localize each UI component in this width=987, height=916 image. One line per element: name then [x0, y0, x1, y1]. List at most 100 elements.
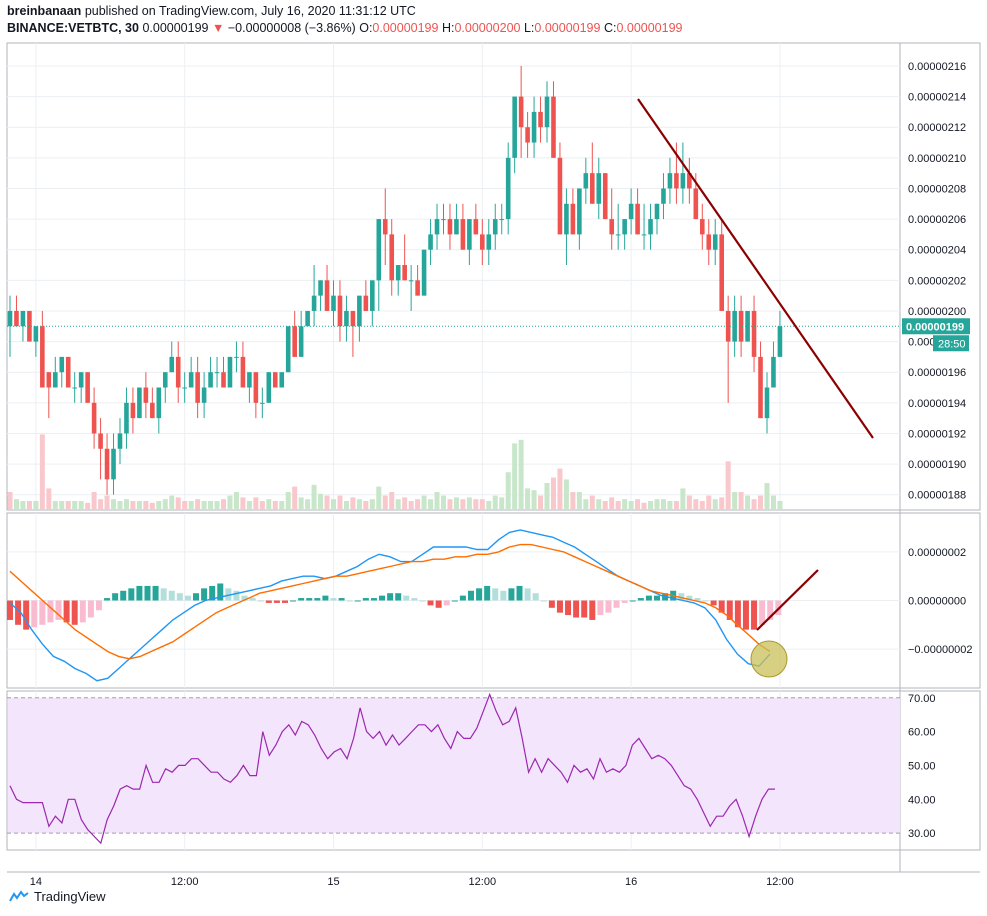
- candle-body: [52, 372, 58, 388]
- volume-bar: [602, 501, 608, 510]
- candle-body: [564, 203, 569, 235]
- price-tick-label: 0.00000208: [908, 183, 966, 195]
- candle-body: [764, 387, 770, 419]
- volume-bar: [628, 501, 634, 510]
- volume-bar: [292, 486, 298, 510]
- candle-body: [305, 310, 310, 327]
- time-tick-label: 12:00: [171, 876, 199, 888]
- candle-body: [505, 157, 511, 220]
- candle-body: [674, 173, 679, 189]
- candle-body: [91, 402, 97, 434]
- candle-body: [337, 295, 343, 327]
- macd-histogram-bar: [314, 598, 321, 601]
- macd-histogram-bar: [565, 600, 572, 616]
- macd-histogram-bar: [168, 590, 175, 601]
- candle-body: [40, 326, 45, 388]
- volume-bar: [525, 488, 531, 510]
- volume-bar: [512, 443, 518, 510]
- candle-body: [65, 356, 71, 388]
- candle-body: [738, 310, 744, 342]
- macd-histogram-bar: [726, 600, 733, 620]
- price-tick-label: 0.00000210: [908, 153, 966, 165]
- macd-histogram-bar: [710, 600, 717, 606]
- macd-histogram-bar: [645, 595, 652, 601]
- legend-line: BINANCE:VETBTC, 30 0.00000199 ▼ −0.00000…: [7, 21, 683, 35]
- candle-body: [699, 219, 705, 235]
- macd-histogram-bar: [476, 588, 483, 601]
- candle-body: [357, 295, 362, 327]
- macd-histogram-bar: [742, 600, 749, 630]
- macd-histogram-bar: [734, 600, 741, 628]
- volume-bar: [136, 501, 142, 510]
- author-name[interactable]: breinbanaan: [7, 4, 82, 18]
- macd-histogram-bar: [581, 600, 588, 618]
- candle-body: [492, 219, 498, 235]
- macd-histogram-bar: [104, 598, 111, 601]
- volume-bar: [563, 479, 569, 510]
- candle-body: [732, 310, 737, 342]
- candle-body: [460, 219, 466, 250]
- volume-bar: [777, 501, 783, 510]
- macd-histogram-bar: [694, 598, 701, 601]
- macd-histogram-bar: [508, 588, 515, 601]
- candle-body: [182, 387, 187, 389]
- footer-brand[interactable]: TradingView: [8, 889, 106, 904]
- volume-bar: [725, 461, 731, 510]
- macd-histogram-bar: [298, 598, 305, 601]
- macd-histogram-bar: [540, 600, 547, 602]
- macd-histogram-bar: [87, 600, 94, 618]
- candle-body: [382, 219, 388, 235]
- macd-histogram-bar: [419, 600, 426, 602]
- candle-body: [473, 219, 479, 235]
- candle-body: [551, 96, 556, 158]
- volume-bar: [531, 490, 537, 510]
- volume-bar: [369, 499, 375, 510]
- candle-body: [143, 387, 149, 403]
- candle-body: [214, 372, 220, 374]
- volume-bar: [285, 492, 291, 510]
- volume-bar: [311, 484, 317, 510]
- macd-histogram-bar: [176, 593, 183, 601]
- macd-histogram-bar: [411, 598, 418, 601]
- macd-histogram-bar: [47, 600, 54, 623]
- volume-bar: [389, 492, 395, 510]
- macd-histogram-bar: [23, 600, 30, 630]
- volume-bar: [492, 495, 498, 510]
- candle-body: [370, 280, 375, 311]
- volume-bar: [182, 501, 188, 510]
- volume-bar: [609, 497, 615, 510]
- volume-bar: [660, 499, 666, 510]
- candle-body: [20, 310, 26, 327]
- candle-body: [415, 280, 420, 296]
- volume-bar: [298, 497, 304, 510]
- candle-body: [719, 234, 724, 311]
- candle-body: [266, 372, 272, 403]
- candle-body: [680, 173, 686, 189]
- volume-bar: [33, 501, 39, 510]
- candle-body: [311, 295, 317, 311]
- candle-body: [260, 402, 265, 404]
- candle-body: [570, 203, 576, 235]
- rsi-tick-label: 70.00: [908, 693, 936, 705]
- symbol-label[interactable]: BINANCE:VETBTC, 30: [7, 21, 139, 35]
- macd-histogram-bar: [120, 590, 127, 601]
- close-label: C:: [603, 21, 617, 35]
- volume-bar: [72, 501, 78, 510]
- price-tick-label: 0.00000194: [908, 398, 966, 410]
- macd-histogram-bar: [621, 600, 628, 603]
- volume-bar: [654, 499, 660, 510]
- candle-body: [175, 356, 181, 388]
- volume-bar: [673, 501, 679, 510]
- candle-body: [344, 310, 349, 327]
- pane-frame-2: [6, 690, 981, 851]
- candle-body: [402, 265, 407, 281]
- volume-bar: [557, 468, 563, 510]
- candle-body: [331, 295, 336, 311]
- macd-histogram-bar: [459, 595, 466, 601]
- volume-bar: [324, 495, 330, 510]
- volume-bar: [382, 495, 388, 510]
- volume-bar: [693, 499, 699, 510]
- macd-histogram-bar: [346, 600, 353, 602]
- countdown-badge: 28:50: [938, 338, 966, 350]
